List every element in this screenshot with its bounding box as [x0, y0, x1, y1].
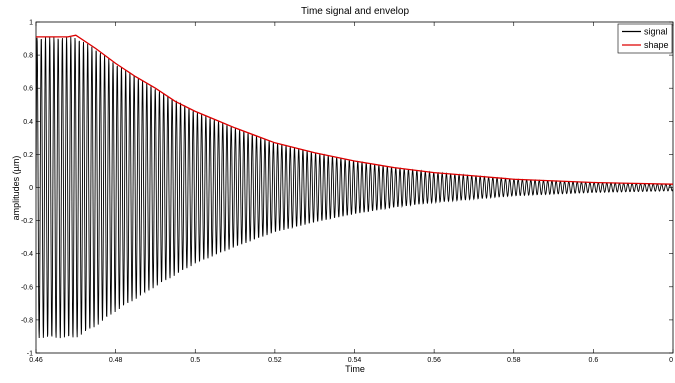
series-line-shape — [36, 34, 674, 185]
y-tick-label: 1 — [29, 20, 33, 27]
chart-title: Time signal and envelop — [301, 6, 409, 17]
legend-label-shape: shape — [644, 40, 669, 50]
y-tick-label: 0.4 — [23, 119, 33, 126]
legend-label-signal: signal — [644, 27, 668, 37]
legend: signal shape — [617, 23, 673, 54]
y-tick-label: 0.6 — [23, 86, 33, 93]
x-tick-label: 0 — [669, 357, 673, 364]
tick-labels-layer: 0.46 0.48 0.5 0.52 0.54 0.56 0.58 0.6 0 -1 -0.8 -0.… — [21, 20, 673, 365]
y-tick-label: 0.8 — [23, 53, 33, 60]
y-tick-label: 0.2 — [23, 152, 33, 159]
legend-box — [617, 23, 673, 54]
x-tick-label: 0.54 — [348, 357, 362, 364]
y-tick-label: -0.8 — [21, 317, 33, 324]
x-tick-label: 0.6 — [589, 357, 599, 364]
y-tick-label: -1 — [27, 351, 33, 358]
x-tick-label: 0.56 — [427, 357, 441, 364]
series-layer — [35, 34, 674, 339]
plot-area: 0.46 0.48 0.5 0.52 0.54 0.56 0.58 0.6 0 -1 -0.8 -0.… — [21, 20, 674, 365]
y-tick-label: -0.6 — [21, 284, 33, 291]
x-tick-label: 0.52 — [268, 357, 282, 364]
x-tick-label: 0.48 — [109, 357, 123, 364]
y-tick-label: 0 — [29, 185, 33, 192]
y-tick-label: -0.4 — [21, 251, 33, 258]
x-tick-label: 0.46 — [29, 357, 43, 364]
x-tick-label: 0.5 — [190, 357, 200, 364]
series-line-signal — [35, 36, 674, 339]
y-tick-label: -0.2 — [21, 218, 33, 225]
y-axis-title: amplitudes (µm) — [11, 156, 21, 221]
x-tick-label: 0.58 — [507, 357, 521, 364]
x-axis-title: Time — [345, 364, 365, 374]
